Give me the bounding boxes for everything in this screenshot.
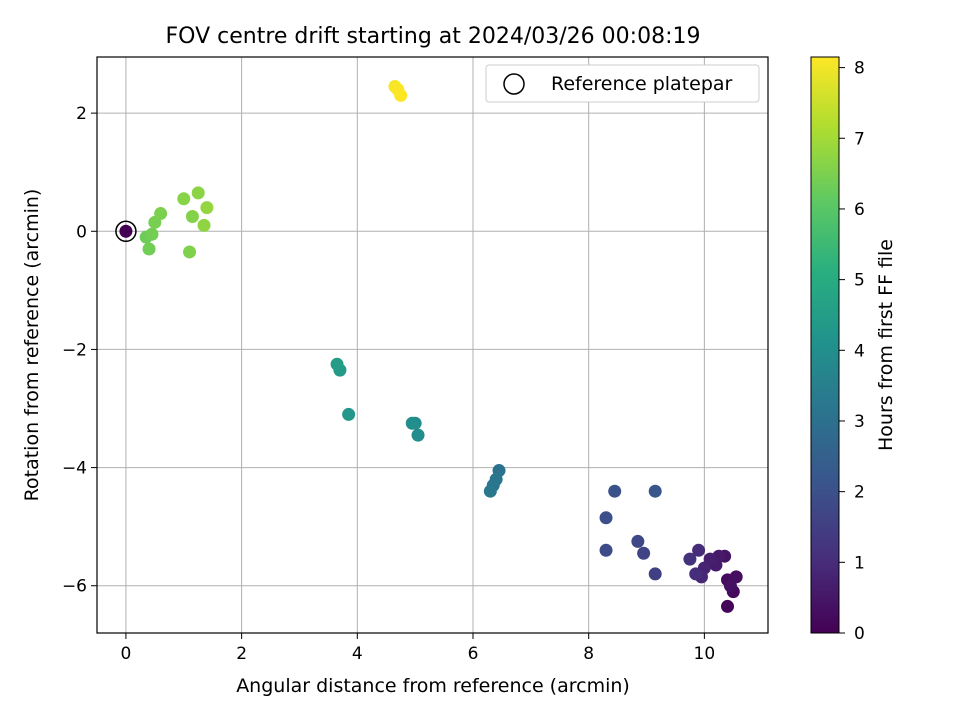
y-tick-label: −6 bbox=[62, 577, 87, 597]
data-point bbox=[723, 579, 737, 593]
colorbar-tick-label: 8 bbox=[854, 59, 865, 79]
data-point bbox=[483, 484, 497, 498]
data-point bbox=[191, 186, 205, 200]
data-point bbox=[405, 416, 419, 430]
data-point bbox=[200, 201, 214, 215]
plot-frame bbox=[96, 56, 769, 634]
x-tick-label: 6 bbox=[468, 644, 479, 664]
legend-label: Reference platepar bbox=[551, 73, 733, 95]
data-point bbox=[183, 245, 197, 259]
grid-lines bbox=[97, 57, 768, 633]
x-tick-label: 8 bbox=[583, 644, 594, 664]
x-tick-label: 0 bbox=[121, 644, 132, 664]
x-tick-label: 10 bbox=[694, 644, 716, 664]
data-point bbox=[145, 227, 159, 241]
data-points bbox=[119, 80, 743, 613]
data-point bbox=[142, 242, 156, 256]
chart-title: FOV centre drift starting at 2024/03/26 … bbox=[166, 24, 701, 49]
x-tick-label: 4 bbox=[352, 644, 363, 664]
data-point bbox=[599, 543, 613, 557]
data-point bbox=[599, 511, 613, 525]
data-point bbox=[177, 192, 191, 206]
colorbar-tick-label: 1 bbox=[854, 553, 865, 573]
y-tick-label: −4 bbox=[62, 459, 87, 479]
colorbar: 0 1 2 3 4 5 6 7 8 Hours from first FF file bbox=[810, 56, 897, 644]
legend-box bbox=[485, 64, 760, 103]
colorbar-tick-label: 0 bbox=[854, 624, 865, 644]
data-point bbox=[342, 407, 356, 421]
data-point bbox=[721, 599, 735, 613]
data-point bbox=[185, 210, 199, 224]
axis-ticks: 0 2 4 6 8 10 −6 −4 −2 0 2 bbox=[62, 104, 715, 664]
colorbar-tick-label: 7 bbox=[854, 129, 865, 149]
data-point bbox=[411, 428, 425, 442]
colorbar-tick-label: 5 bbox=[854, 271, 865, 291]
x-axis-label: Angular distance from reference (arcmin) bbox=[236, 675, 630, 697]
y-axis-label: Rotation from reference (arcmin) bbox=[21, 189, 43, 502]
data-point bbox=[330, 357, 344, 371]
colorbar-tick-label: 6 bbox=[854, 200, 865, 220]
reference-marker bbox=[115, 220, 137, 243]
data-point bbox=[648, 567, 662, 581]
data-point bbox=[394, 88, 408, 102]
colorbar-label: Hours from first FF file bbox=[875, 239, 897, 451]
data-point bbox=[648, 484, 662, 498]
y-tick-label: 0 bbox=[76, 222, 87, 242]
y-tick-label: −2 bbox=[62, 340, 87, 360]
legend: Reference platepar bbox=[485, 64, 760, 103]
data-point bbox=[608, 484, 622, 498]
x-tick-label: 2 bbox=[236, 644, 247, 664]
legend-marker bbox=[503, 73, 525, 95]
colorbar-tick-label: 3 bbox=[854, 412, 865, 432]
y-tick-label: 2 bbox=[76, 104, 87, 124]
data-point bbox=[692, 543, 706, 557]
data-point bbox=[197, 218, 211, 232]
colorbar-tick-label: 4 bbox=[854, 341, 865, 361]
colorbar-gradient bbox=[810, 56, 840, 634]
colorbar-tick-label: 2 bbox=[854, 483, 865, 503]
data-point bbox=[637, 546, 651, 560]
data-point bbox=[119, 224, 133, 238]
data-point bbox=[631, 534, 645, 548]
colorbar-ticks: 0 1 2 3 4 5 6 7 8 bbox=[839, 59, 865, 644]
data-point bbox=[154, 207, 168, 221]
data-point bbox=[689, 567, 703, 581]
reference-point-ring bbox=[115, 220, 137, 243]
data-point bbox=[683, 552, 697, 566]
